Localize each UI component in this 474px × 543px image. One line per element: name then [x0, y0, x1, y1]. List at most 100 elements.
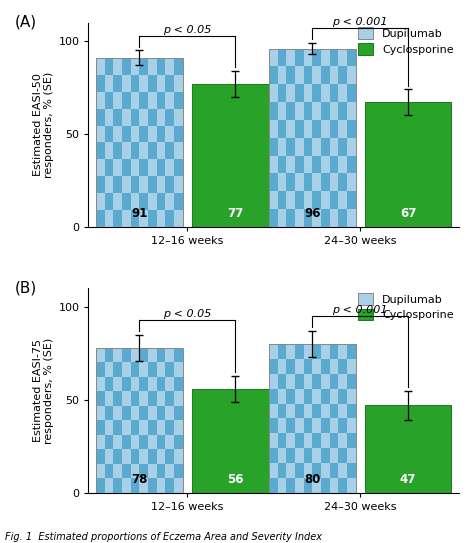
Bar [96, 176, 105, 193]
Bar [113, 109, 122, 125]
Bar [122, 377, 131, 392]
Bar [286, 478, 295, 493]
Y-axis label: Estimated EASI-50
responders, % (SE): Estimated EASI-50 responders, % (SE) [33, 72, 55, 178]
Bar [165, 210, 174, 227]
Bar [347, 84, 356, 102]
Bar [321, 138, 329, 156]
Bar [347, 463, 356, 478]
Bar [148, 142, 157, 159]
Bar [347, 403, 356, 418]
Bar [157, 92, 165, 109]
Bar [131, 109, 139, 125]
Bar [338, 173, 347, 191]
Bar [329, 49, 338, 66]
Bar [165, 75, 174, 92]
Bar [157, 464, 165, 478]
Bar [131, 449, 139, 464]
Bar [347, 120, 356, 138]
Bar [96, 210, 105, 227]
Bar [174, 159, 182, 176]
Bar [338, 138, 347, 156]
Bar [113, 420, 122, 435]
Bar [122, 435, 131, 449]
Bar [286, 173, 295, 191]
Bar [165, 449, 174, 464]
Bar [174, 348, 182, 362]
Bar [278, 84, 286, 102]
Bar [329, 374, 338, 389]
Bar [286, 448, 295, 463]
Bar [269, 448, 278, 463]
Bar [269, 173, 278, 191]
Bar [269, 66, 278, 84]
Bar [139, 193, 148, 210]
Bar [278, 120, 286, 138]
Bar [312, 156, 321, 173]
Text: 91: 91 [131, 207, 147, 220]
Bar [105, 464, 113, 478]
Bar [278, 191, 286, 209]
Text: 47: 47 [400, 473, 416, 486]
Bar [365, 406, 451, 493]
Bar [321, 359, 329, 374]
Bar [131, 362, 139, 377]
Bar [165, 176, 174, 193]
Bar [338, 448, 347, 463]
Bar [139, 125, 148, 142]
Bar [148, 75, 157, 92]
Bar [139, 58, 148, 75]
Text: 77: 77 [227, 207, 243, 220]
Bar [278, 344, 286, 359]
Bar [131, 142, 139, 159]
Bar [269, 49, 356, 227]
Bar [96, 449, 105, 464]
Bar [105, 435, 113, 449]
Bar [269, 389, 278, 403]
Bar [312, 120, 321, 138]
Bar [295, 49, 304, 66]
Bar [131, 75, 139, 92]
Bar [304, 138, 312, 156]
Bar [96, 75, 105, 92]
Bar [174, 58, 182, 75]
Bar [312, 84, 321, 102]
Bar [96, 478, 105, 493]
Bar [139, 159, 148, 176]
Bar [122, 125, 131, 142]
Bar [105, 377, 113, 392]
Bar [286, 138, 295, 156]
Bar [278, 374, 286, 389]
Bar [157, 348, 165, 362]
Bar [304, 209, 312, 227]
Bar [321, 102, 329, 120]
Bar [96, 420, 105, 435]
Bar [157, 377, 165, 392]
Bar [269, 102, 278, 120]
Bar [304, 418, 312, 433]
Text: 96: 96 [304, 207, 320, 220]
Bar [295, 344, 304, 359]
Bar [312, 49, 321, 66]
Bar [269, 138, 278, 156]
Bar [269, 49, 356, 227]
Bar [157, 159, 165, 176]
Bar [131, 176, 139, 193]
Bar [304, 478, 312, 493]
Bar [304, 389, 312, 403]
Bar [96, 362, 105, 377]
Bar [278, 463, 286, 478]
Bar [165, 109, 174, 125]
Bar [165, 478, 174, 493]
Bar [174, 193, 182, 210]
Bar [329, 84, 338, 102]
Bar [96, 58, 182, 227]
Bar [139, 348, 148, 362]
Bar [286, 359, 295, 374]
Bar [347, 191, 356, 209]
Bar [269, 209, 278, 227]
Bar [347, 374, 356, 389]
Bar [312, 374, 321, 389]
Bar [338, 478, 347, 493]
Bar [329, 433, 338, 448]
Y-axis label: Estimated EASI-75
responders, % (SE): Estimated EASI-75 responders, % (SE) [33, 337, 55, 444]
